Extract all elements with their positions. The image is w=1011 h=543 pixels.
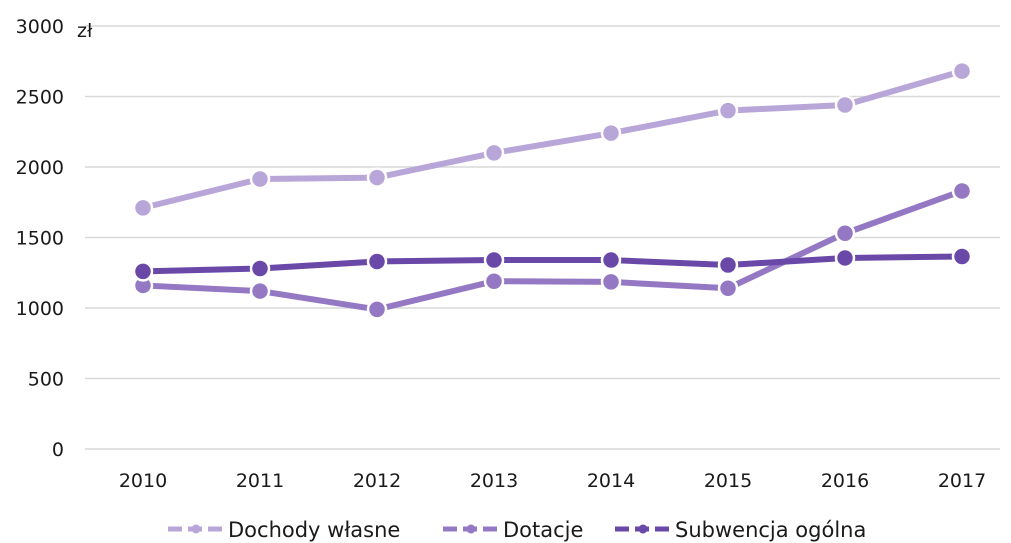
data-point-s1-2015 [717,278,739,299]
x-axis-tick-labels: 2010 2011 2012 2013 2014 2015 2016 2017 [119,470,986,492]
data-point-s0-2013 [483,142,505,164]
series-line-0 [140,68,965,211]
series-points [132,60,973,320]
data-point-s2-2016 [834,247,856,269]
data-point-s1-2016 [834,223,856,244]
data-point-s1-2013 [483,270,505,292]
legend-item-0: Dochody własne [168,518,400,542]
y-tick-label: 2500 [16,87,64,109]
series-line-2 [140,253,965,275]
legend-point-marker [191,524,201,534]
data-point-s2-2014 [600,249,622,271]
legend-label: Dochody własne [228,518,400,542]
data-point-s1-2017 [951,180,973,202]
y-axis-unit-label: zł [77,20,93,42]
data-point-s0-2012 [366,167,388,188]
data-point-s0-2016 [834,94,856,116]
y-tick-label: 0 [52,439,64,461]
legend-label: Subwencja ogólna [675,518,866,542]
y-tick-label: 2000 [16,157,64,179]
data-point-s2-2012 [366,251,388,272]
data-point-s2-2015 [717,254,739,276]
x-tick-label: 2014 [587,470,635,492]
data-point-s2-2010 [132,261,154,282]
legend-item-2: Subwencja ogólna [615,518,866,542]
data-point-s0-2014 [600,122,622,144]
legend-point-marker [466,524,476,534]
x-tick-label: 2013 [470,470,518,492]
legend-item-1: Dotacje [443,518,583,542]
series-line-1 [140,187,965,313]
data-point-s2-2013 [483,249,505,271]
data-point-s1-2011 [249,280,271,302]
data-point-s1-2012 [366,299,388,320]
y-tick-label: 3000 [16,16,64,38]
legend-label: Dotacje [503,518,583,542]
y-tick-label: 1000 [16,298,64,320]
x-tick-label: 2015 [704,470,752,492]
data-point-s2-2011 [249,258,271,279]
x-tick-label: 2010 [119,470,167,492]
x-tick-label: 2011 [236,470,284,492]
data-point-s2-2017 [951,246,973,267]
x-tick-label: 2016 [821,470,869,492]
legend-point-marker [638,524,648,534]
y-tick-label: 500 [28,369,64,391]
legend: Dochody własne Dotacje Subwencja ogólna [168,518,866,542]
x-tick-label: 2012 [353,470,401,492]
data-point-s0-2017 [951,60,973,82]
series-lines [140,68,965,313]
data-point-s0-2010 [132,197,154,219]
gridlines [85,25,1000,450]
data-point-s0-2015 [717,100,739,121]
y-axis-tick-labels: 0 500 1000 1500 2000 2500 3000 [16,16,64,461]
y-tick-label: 1500 [16,228,64,250]
data-point-s1-2014 [600,271,622,293]
x-tick-label: 2017 [938,470,986,492]
data-point-s0-2011 [249,168,271,190]
